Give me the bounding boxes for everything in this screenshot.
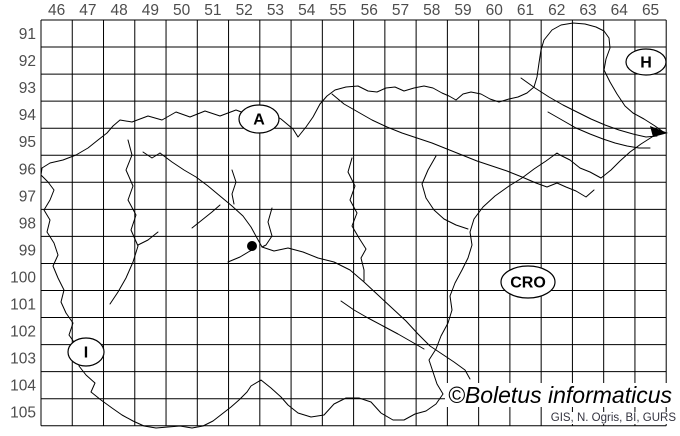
grid-column-label: 63 xyxy=(579,2,596,19)
copyright-text: ©Boletus informaticus xyxy=(444,383,675,407)
grid-row-label: 100 xyxy=(10,269,36,286)
grid-column-label: 55 xyxy=(329,2,346,19)
grid-row-label: 93 xyxy=(19,80,36,97)
river-ledava xyxy=(547,111,651,149)
grid-row-label: 91 xyxy=(19,26,36,43)
country-label-ellipse-croatia xyxy=(500,265,556,299)
grid-tick-labels: 46 47 48 49 50 51 52 53 54 55 56 57 58 59 60 61 62 63 64 65… xyxy=(10,2,659,422)
grid-row-label: 105 xyxy=(10,405,36,422)
record-dot[interactable] xyxy=(247,241,257,251)
grid-row-label: 102 xyxy=(10,324,36,341)
grid-column-label: 58 xyxy=(423,2,440,19)
country-label-ellipse-hungary xyxy=(625,48,667,76)
country-label-ellipse-austria xyxy=(238,104,280,134)
country-label-text-austria: A xyxy=(253,112,265,129)
attribution-text: GIS, N. Ogris, BI, GURS xyxy=(548,412,678,424)
river-savinja xyxy=(347,157,367,282)
grid-column-label: 47 xyxy=(79,2,96,19)
grid-column-label: 46 xyxy=(48,2,65,19)
river-sora xyxy=(191,204,221,229)
country-border-path xyxy=(40,22,663,429)
grid-row-label: 101 xyxy=(10,297,36,314)
river-soca xyxy=(109,139,139,305)
grid-column-label: 62 xyxy=(548,2,565,19)
rivers xyxy=(109,77,658,380)
grid-row-label: 94 xyxy=(19,107,37,124)
river-idrijca xyxy=(137,231,159,246)
grid-column-label: 64 xyxy=(611,2,629,19)
country-label-text-croatia: CRO xyxy=(510,275,546,292)
grid-column-label: 56 xyxy=(361,2,378,19)
grid-column-label: 53 xyxy=(267,2,284,19)
river-sava-bohinjka xyxy=(142,151,161,159)
grid-column-label: 48 xyxy=(111,2,128,19)
grid-column-label: 60 xyxy=(486,2,504,19)
river-drava xyxy=(331,93,595,198)
grid-row-label: 103 xyxy=(10,351,36,368)
river-kokra xyxy=(231,169,237,205)
river-mura xyxy=(520,77,658,138)
country-label-text-hungary: H xyxy=(640,55,652,72)
grid-row-label: 95 xyxy=(19,134,36,151)
country-label-ellipse-italy xyxy=(67,337,105,367)
grid-row-label: 96 xyxy=(19,161,36,178)
grid-row-label: 92 xyxy=(19,53,36,70)
grid-column-label: 50 xyxy=(173,2,191,19)
grid-row-label: 104 xyxy=(10,378,36,395)
country-label-text-italy: I xyxy=(84,345,88,362)
river-sava xyxy=(159,152,471,380)
river-krka xyxy=(340,300,425,350)
river-dravinja xyxy=(421,155,469,230)
country-outline xyxy=(40,22,668,429)
grid-column-label: 59 xyxy=(454,2,471,19)
border-arrow-marker xyxy=(650,126,668,137)
grid-column-label: 54 xyxy=(298,2,316,19)
grid-row-label: 97 xyxy=(19,188,36,205)
river-kamniska-bistrica xyxy=(261,207,273,248)
grid-column-label: 49 xyxy=(142,2,159,19)
grid-column-label: 51 xyxy=(204,2,221,19)
grid-column-label: 65 xyxy=(642,2,659,19)
grid-row-label: 99 xyxy=(19,242,36,259)
grid-column-label: 57 xyxy=(392,2,409,19)
grid-column-label: 61 xyxy=(517,2,534,19)
grid-row-label: 98 xyxy=(19,215,36,232)
grid-column-label: 52 xyxy=(236,2,253,19)
